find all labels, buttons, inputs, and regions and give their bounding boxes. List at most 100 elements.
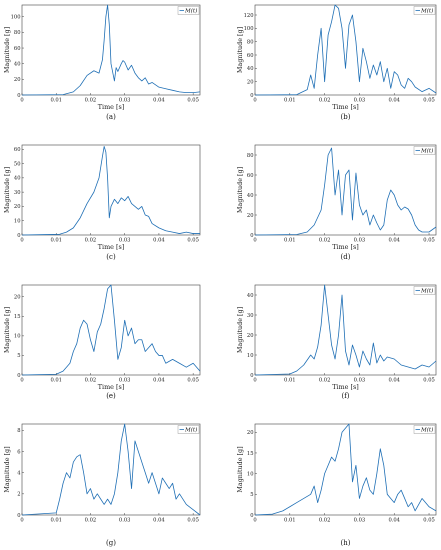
x-tick-label: 0.05 bbox=[187, 518, 199, 524]
plot-frame bbox=[254, 423, 437, 516]
y-tick-label: 10 bbox=[247, 353, 254, 359]
y-tick-label: 80 bbox=[247, 39, 254, 45]
x-tick-label: 0.05 bbox=[423, 518, 435, 524]
legend-box bbox=[177, 425, 200, 434]
x-tick-label: 0.04 bbox=[153, 238, 165, 244]
x-tick-label: 0.04 bbox=[388, 238, 400, 244]
chart-panel-a: 0 20 40 60 80 100 0 0.01 0.02 0.03 0.04 0.05 Time [s… bbox=[3, 4, 201, 121]
plot-frame bbox=[254, 284, 437, 376]
x-tick-label: 0 bbox=[20, 98, 23, 104]
y-tick-label: 30 bbox=[247, 313, 254, 319]
x-tick-label: 0.05 bbox=[187, 238, 199, 244]
y-tick-label: 8 bbox=[17, 428, 20, 434]
y-tick-label: 80 bbox=[247, 153, 254, 159]
panel-caption: (b) bbox=[341, 113, 351, 121]
y-tick-label: 15 bbox=[14, 314, 21, 320]
x-axis-label: Time [s] bbox=[98, 383, 124, 391]
y-tick-label: 60 bbox=[247, 53, 254, 59]
y-tick-label: 20 bbox=[247, 79, 254, 85]
y-axis-label: Magnitude [g] bbox=[236, 167, 244, 213]
x-tick-label: 0.04 bbox=[153, 98, 165, 104]
x-tick-label: 0.01 bbox=[50, 238, 62, 244]
y-tick-label: 50 bbox=[14, 161, 21, 167]
x-tick-label: 0 bbox=[253, 518, 256, 524]
x-tick-label: 0.02 bbox=[85, 518, 97, 524]
plot-frame bbox=[21, 4, 201, 96]
y-tick-label: 10 bbox=[14, 334, 21, 340]
y-tick-label: 30 bbox=[14, 190, 21, 196]
series-line-m-t bbox=[21, 423, 201, 516]
x-tick-label: 0.04 bbox=[153, 518, 165, 524]
y-tick-label: 40 bbox=[247, 193, 254, 199]
y-tick-label: 0 bbox=[250, 513, 253, 519]
y-tick-label: 80 bbox=[14, 30, 21, 36]
y-tick-label: 40 bbox=[14, 61, 21, 67]
y-tick-label: 60 bbox=[14, 147, 21, 153]
chart-panel-c: 0 10 20 30 40 50 60 0 0.01 0.02 0.03 0.04 0.05 Time [… bbox=[3, 144, 201, 261]
legend-label: M(t) bbox=[420, 288, 433, 295]
y-tick-label: 20 bbox=[247, 430, 254, 436]
x-tick-label: 0.01 bbox=[284, 98, 296, 104]
series-line-m-t bbox=[254, 284, 437, 376]
chart-panel-d: 0 20 40 60 80 0 0.01 0.02 0.03 0.04 0.05 Time [s] Ma… bbox=[236, 144, 437, 261]
y-tick-label: 40 bbox=[247, 66, 254, 72]
y-tick-label: 100 bbox=[244, 26, 254, 32]
x-tick-label: 0.03 bbox=[119, 518, 131, 524]
x-tick-label: 0.03 bbox=[119, 378, 131, 384]
x-tick-label: 0.03 bbox=[119, 238, 131, 244]
x-tick-label: 0.04 bbox=[153, 378, 165, 384]
panel-caption: (f) bbox=[341, 392, 349, 400]
chart-panel-f: 0 10 20 30 40 0 0.01 0.02 0.03 0.04 0.05 Time [s] Ma… bbox=[236, 284, 437, 400]
x-tick-label: 0 bbox=[253, 238, 256, 244]
series-line-m-t bbox=[21, 284, 201, 376]
y-tick-label: 15 bbox=[247, 451, 254, 457]
x-tick-label: 0 bbox=[20, 238, 23, 244]
x-tick-label: 0 bbox=[253, 378, 256, 384]
chart-panel-h: 0 5 10 15 20 0 0.01 0.02 0.03 0.04 0.05 Magnitude [… bbox=[236, 423, 437, 547]
x-tick-label: 0.05 bbox=[423, 98, 435, 104]
x-tick-label: 0.04 bbox=[388, 518, 400, 524]
legend-label: M(t) bbox=[420, 148, 433, 155]
legend-label: M(t) bbox=[420, 8, 433, 15]
y-tick-label: 0 bbox=[17, 513, 20, 519]
x-axis-label: Time [s] bbox=[98, 243, 124, 251]
y-tick-label: 0 bbox=[250, 93, 253, 99]
y-tick-label: 5 bbox=[250, 492, 253, 498]
legend-label: M(t) bbox=[184, 8, 197, 15]
x-tick-label: 0.02 bbox=[319, 98, 331, 104]
series-line-m-t bbox=[254, 423, 437, 516]
y-axis-label: Magnitude [g] bbox=[236, 307, 244, 353]
y-tick-label: 0 bbox=[250, 233, 253, 239]
series-line-m-t bbox=[21, 146, 200, 236]
x-tick-label: 0 bbox=[253, 98, 256, 104]
plot-frame bbox=[254, 4, 437, 96]
x-tick-label: 0 bbox=[20, 518, 23, 524]
y-tick-label: 4 bbox=[17, 470, 21, 476]
chart-panel-g: 0 2 4 6 8 0 0.01 0.02 0.03 0.04 0.05 Magnitude [g] M… bbox=[3, 423, 201, 547]
chart-panel-e: 0 5 10 15 20 0 0.01 0.02 0.03 0.04 0.05 Time [s] Mag… bbox=[3, 284, 201, 400]
y-tick-label: 0 bbox=[17, 233, 20, 239]
y-tick-label: 60 bbox=[247, 173, 254, 179]
legend-label: M(t) bbox=[184, 427, 197, 434]
x-axis-label: Time [s] bbox=[332, 383, 358, 391]
y-tick-label: 0 bbox=[250, 373, 253, 379]
y-axis-label: Magnitude [g] bbox=[236, 446, 244, 492]
x-tick-label: 0.01 bbox=[284, 238, 296, 244]
x-tick-label: 0.01 bbox=[284, 378, 296, 384]
chart-panel-b: 0 20 40 60 80 100 120 0 0.01 0.02 0.03 0.04 0.05 Time… bbox=[236, 4, 437, 121]
y-tick-label: 40 bbox=[247, 293, 254, 299]
y-tick-label: 0 bbox=[17, 373, 20, 379]
legend-box bbox=[413, 286, 436, 295]
panel-caption: (e) bbox=[106, 392, 116, 400]
y-tick-label: 60 bbox=[14, 46, 21, 52]
panel-caption: (c) bbox=[106, 253, 116, 261]
series-line-m-t bbox=[254, 147, 437, 236]
y-tick-label: 5 bbox=[17, 353, 20, 359]
y-tick-label: 10 bbox=[247, 471, 254, 477]
x-axis-label: Time [s] bbox=[332, 103, 358, 111]
x-tick-label: 0 bbox=[20, 378, 23, 384]
x-tick-label: 0.03 bbox=[354, 518, 366, 524]
x-axis-label: Time [s] bbox=[332, 243, 358, 251]
y-tick-label: 0 bbox=[17, 93, 20, 99]
y-tick-label: 20 bbox=[247, 333, 254, 339]
